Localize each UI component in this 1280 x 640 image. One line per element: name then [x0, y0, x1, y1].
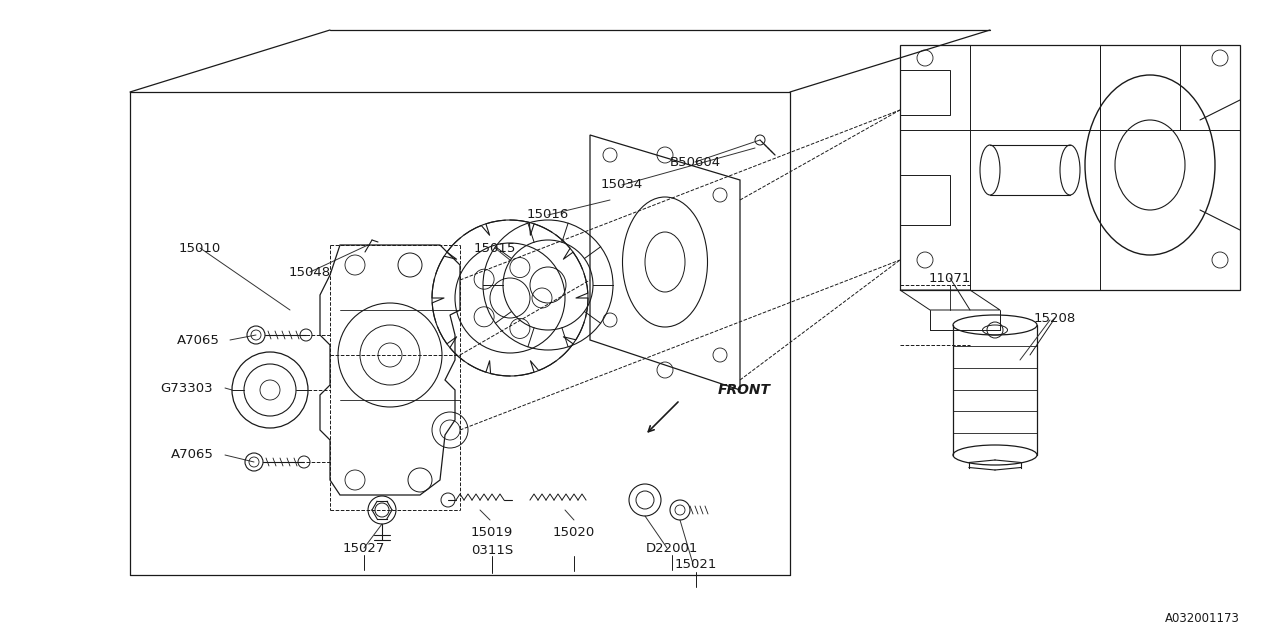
Text: 15034: 15034 — [600, 179, 643, 191]
Text: 0311S: 0311S — [471, 543, 513, 557]
Text: 15020: 15020 — [553, 525, 595, 538]
Text: A7065: A7065 — [170, 449, 214, 461]
Text: D22001: D22001 — [646, 541, 698, 554]
Text: 15015: 15015 — [474, 241, 516, 255]
Text: B50604: B50604 — [669, 156, 721, 168]
Text: 15019: 15019 — [471, 525, 513, 538]
Text: 11071: 11071 — [929, 271, 972, 285]
Text: 15016: 15016 — [527, 209, 570, 221]
Text: 15010: 15010 — [179, 241, 221, 255]
Text: A7065: A7065 — [177, 333, 219, 346]
Text: 15048: 15048 — [289, 266, 332, 278]
Text: FRONT: FRONT — [718, 383, 771, 397]
Text: 15027: 15027 — [343, 541, 385, 554]
Text: 15021: 15021 — [675, 557, 717, 570]
Text: G73303: G73303 — [161, 381, 214, 394]
Text: 15208: 15208 — [1034, 312, 1076, 324]
Text: A032001173: A032001173 — [1165, 612, 1240, 625]
